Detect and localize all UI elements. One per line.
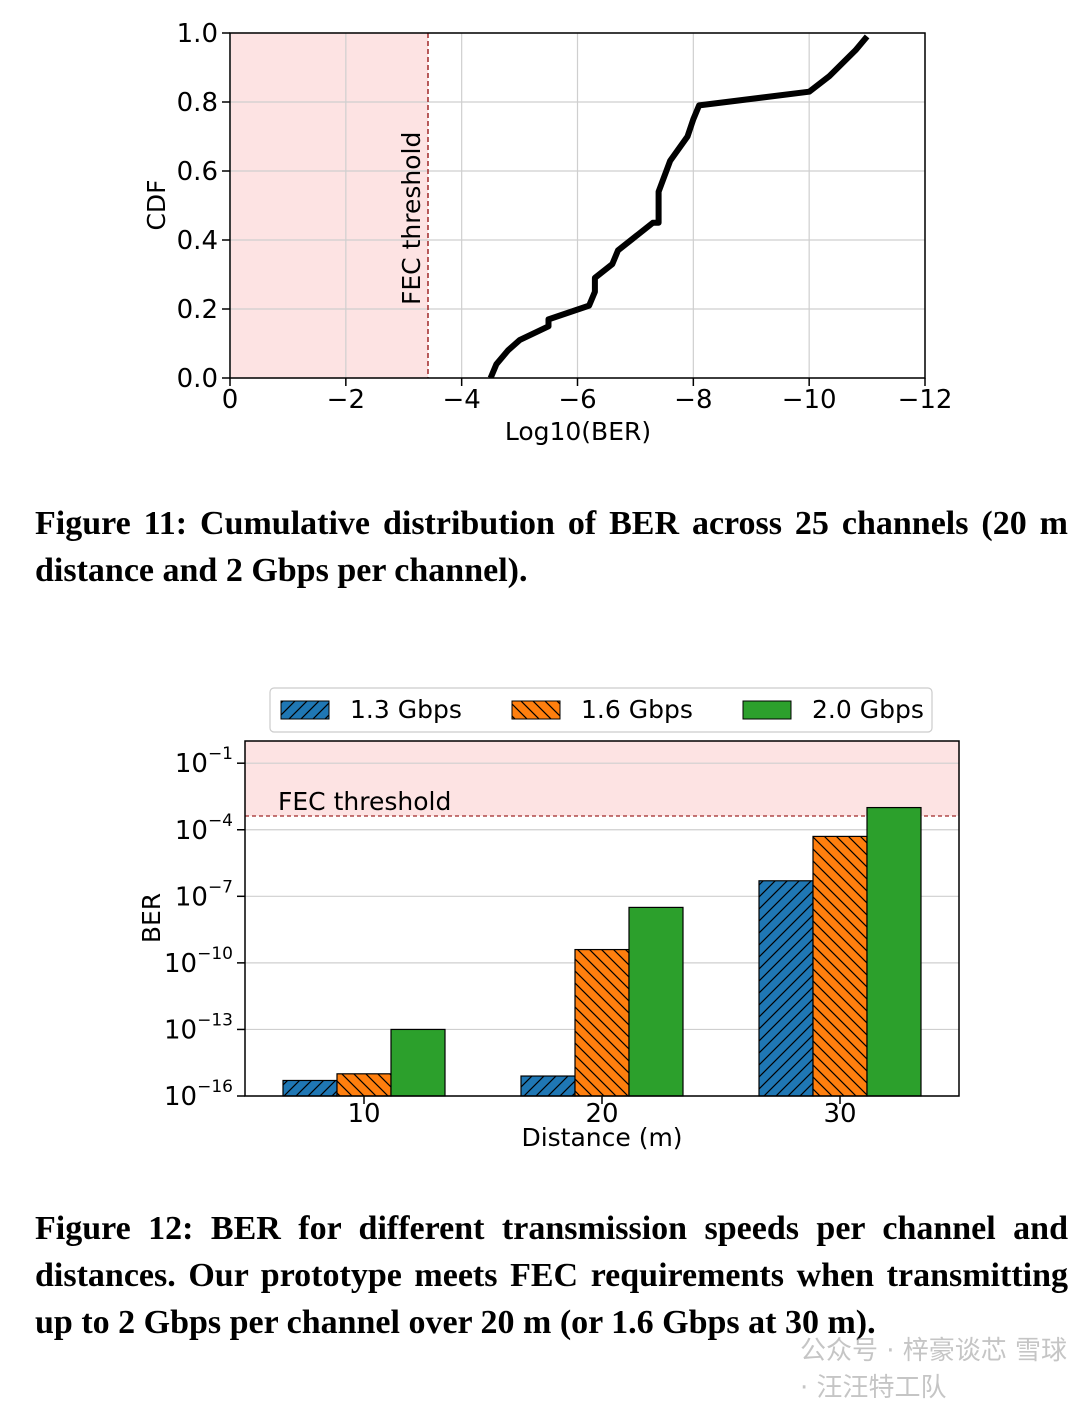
- y-tick-label: 0.4: [177, 226, 218, 256]
- x-tick-label: 0: [222, 385, 239, 415]
- watermark: 公众号 · 梓豪谈芯 雪球 · 汪汪特工队: [800, 1336, 1068, 1403]
- legend-swatch-1: [280, 700, 330, 720]
- x-tick-label: 20: [585, 1099, 618, 1129]
- x-tick-label: 10: [347, 1099, 380, 1129]
- bar-1.6-gbps-30m: [812, 835, 868, 1097]
- bar-2.0-gbps-30m: [866, 806, 922, 1097]
- legend-label-1: 1.3 Gbps: [350, 695, 462, 724]
- legend-label-3: 2.0 Gbps: [812, 695, 924, 724]
- y-tick-label: 0.0: [177, 364, 218, 394]
- cdf-chart: FEC threshold 0 −2 −4 −6 −8 −10 −12 0.00.20.40…: [142, 19, 953, 446]
- y-tick-label: 10−13: [164, 1010, 233, 1045]
- fec-region: [231, 33, 428, 378]
- legend: 1.3 Gbps 1.6 Gbps 2.0 Gbps: [269, 687, 933, 733]
- x-tick-label: −6: [558, 385, 596, 415]
- x-tick-label: −10: [782, 385, 837, 415]
- x-ticks: 0 −2 −4 −6 −8 −10 −12: [222, 378, 953, 415]
- legend-frame: [269, 687, 933, 733]
- fec-region: [245, 741, 959, 816]
- fec-threshold-label: FEC threshold: [278, 787, 451, 816]
- y-ticks: 0.0 0.2 0.4 0.6 0.8 1.0: [177, 19, 230, 394]
- figure-12-caption: Figure 12: BER for different transmissio…: [35, 1210, 1068, 1341]
- y-tick-label: 10−10: [164, 944, 233, 979]
- y-axis-label: BER: [137, 893, 166, 943]
- bar-1.3-gbps-30m: [758, 880, 814, 1097]
- bar-1.3-gbps-10m: [282, 1079, 338, 1097]
- x-tick-label: −12: [898, 385, 953, 415]
- bar-2.0-gbps-20m: [628, 906, 684, 1097]
- legend-swatch-3: [742, 700, 792, 720]
- x-tick-label: 30: [823, 1099, 856, 1129]
- bar-1.3-gbps-20m: [520, 1075, 576, 1097]
- y-tick-label: 10−1: [175, 744, 233, 779]
- bar-1.6-gbps-10m: [336, 1073, 392, 1097]
- x-tick-label: −2: [327, 385, 365, 415]
- y-tick-label: 10−7: [175, 877, 233, 912]
- x-axis-label: Distance (m): [521, 1123, 682, 1152]
- bar-2.0-gbps-10m: [390, 1028, 446, 1097]
- y-tick-label: 0.2: [177, 295, 218, 325]
- y-ticks: 10−1 10−4 10−7 10−10 10−13 10−16: [164, 744, 245, 1112]
- fec-threshold-label: FEC threshold: [397, 132, 426, 305]
- cdf-line: [487, 34, 870, 378]
- x-tick-label: −8: [674, 385, 712, 415]
- y-tick-label: 10−4: [175, 811, 233, 846]
- ber-bar-chart: FEC threshold 10 20 30 10−110−410−710−1010…: [137, 687, 960, 1152]
- x-tick-label: −4: [443, 385, 481, 415]
- figure-11-caption: Figure 11: Cumulative distribution of BE…: [35, 505, 1068, 589]
- bar-1.6-gbps-20m: [574, 948, 630, 1097]
- x-axis-label: Log10(BER): [505, 417, 651, 446]
- y-tick-label: 0.6: [177, 157, 218, 187]
- y-axis-label: CDF: [142, 179, 171, 230]
- bars: [282, 806, 922, 1097]
- y-tick-label: 0.8: [177, 88, 218, 118]
- x-ticks: 10 20 30: [347, 1096, 857, 1129]
- y-tick-label: 1.0: [177, 19, 218, 49]
- y-tick-label: 10−16: [164, 1077, 233, 1112]
- legend-label-2: 1.6 Gbps: [581, 695, 693, 724]
- legend-swatch-2: [511, 700, 561, 720]
